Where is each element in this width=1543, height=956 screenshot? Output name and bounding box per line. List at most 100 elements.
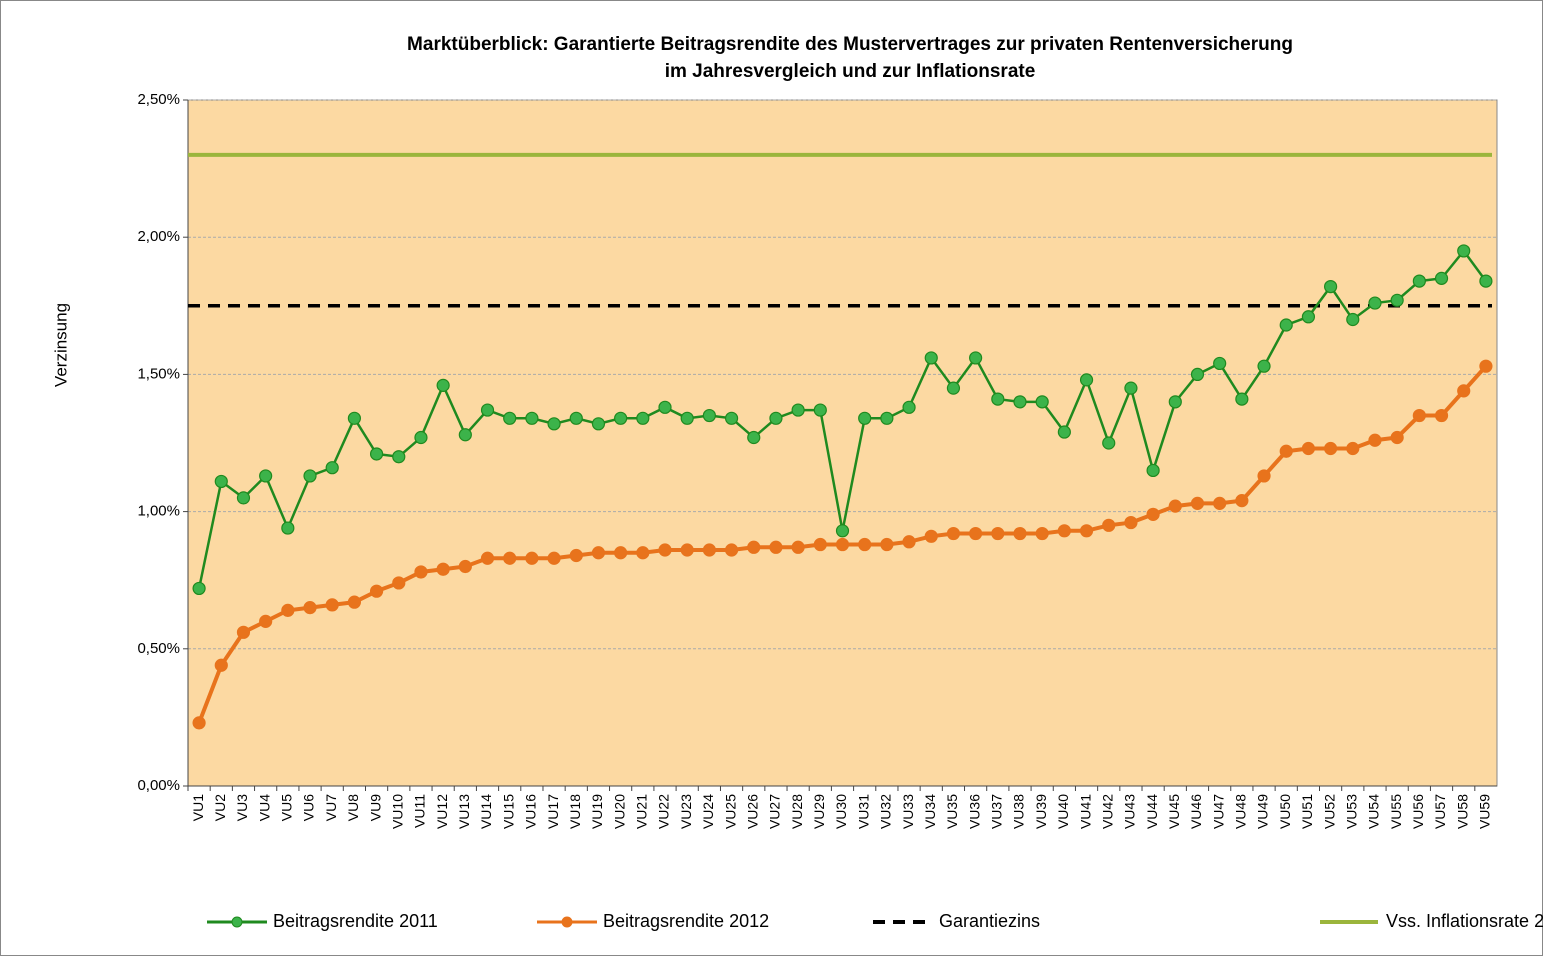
data-point xyxy=(458,428,472,442)
x-tick-label: VU39 xyxy=(1033,794,1049,829)
x-tick-label: VU9 xyxy=(367,794,383,821)
data-point xyxy=(791,540,805,554)
data-point xyxy=(1324,441,1338,456)
data-point xyxy=(835,524,850,538)
data-point xyxy=(747,430,761,445)
x-tick-label: VU17 xyxy=(545,794,561,829)
x-tick-label: VU53 xyxy=(1343,794,1359,829)
data-point xyxy=(1412,274,1426,288)
x-tick-label: VU59 xyxy=(1477,794,1493,829)
data-point xyxy=(392,450,406,464)
x-tick-label: VU10 xyxy=(389,794,405,829)
x-tick-label: VU2 xyxy=(212,794,228,821)
data-point xyxy=(1146,463,1160,478)
data-point xyxy=(1368,433,1382,447)
data-point xyxy=(1457,244,1471,258)
x-tick-label: VU34 xyxy=(922,794,938,829)
x-tick-label: VU25 xyxy=(722,794,738,829)
data-point xyxy=(547,417,561,431)
data-point xyxy=(214,658,228,672)
x-tick-label: VU28 xyxy=(789,794,805,829)
data-point xyxy=(414,565,428,579)
x-tick-label: VU18 xyxy=(567,794,583,829)
data-point xyxy=(547,551,561,565)
data-point xyxy=(813,537,827,552)
x-tick-label: VU36 xyxy=(966,794,982,829)
x-tick-label: VU7 xyxy=(323,794,339,821)
x-tick-label: VU29 xyxy=(811,794,827,829)
data-point xyxy=(858,411,872,425)
x-tick-label: VU19 xyxy=(589,794,605,829)
x-tick-label: VU16 xyxy=(523,794,539,829)
data-point xyxy=(769,540,783,554)
legend-marker xyxy=(231,916,243,928)
x-tick-label: VU57 xyxy=(1432,794,1448,829)
data-point xyxy=(259,469,273,483)
y-axis-label: Verzinsung xyxy=(51,303,70,387)
data-point xyxy=(658,543,672,557)
data-point xyxy=(1434,271,1449,285)
data-point xyxy=(1434,408,1449,423)
x-tick-label: VU58 xyxy=(1454,794,1470,829)
x-tick-label: VU35 xyxy=(944,794,960,829)
data-point xyxy=(769,411,783,425)
x-tick-label: VU8 xyxy=(345,794,361,821)
data-point xyxy=(1013,395,1027,409)
x-tick-label: VU52 xyxy=(1321,794,1337,829)
data-point xyxy=(1057,524,1071,538)
data-point xyxy=(1013,526,1027,541)
legend-label: Garantiezins xyxy=(939,911,1040,931)
data-point xyxy=(813,403,827,417)
data-point xyxy=(1235,392,1249,406)
x-tick-label: VU11 xyxy=(412,794,428,828)
data-point xyxy=(436,562,450,576)
x-tick-label: VU1 xyxy=(190,794,206,821)
data-point xyxy=(858,537,872,552)
data-point xyxy=(791,403,805,417)
x-tick-label: VU3 xyxy=(234,794,250,821)
x-tick-label: VU32 xyxy=(878,794,894,829)
data-point xyxy=(569,548,583,563)
data-point xyxy=(503,551,517,565)
data-point xyxy=(1057,425,1071,439)
data-point xyxy=(1168,395,1182,409)
chart-title: im Jahresvergleich und zur Inflationsrat… xyxy=(665,61,1036,82)
data-point xyxy=(636,411,650,425)
data-point xyxy=(1257,469,1271,483)
y-tick-label: 0,00% xyxy=(137,777,180,794)
data-point xyxy=(1213,496,1227,510)
data-point xyxy=(1412,408,1426,423)
data-point xyxy=(702,408,716,423)
x-tick-label: VU51 xyxy=(1299,794,1315,829)
data-point xyxy=(569,411,583,425)
data-point xyxy=(946,381,961,395)
data-point xyxy=(480,551,495,565)
data-point xyxy=(369,584,384,598)
data-point xyxy=(680,543,694,557)
data-point xyxy=(991,526,1005,541)
data-point xyxy=(1301,441,1316,456)
data-point xyxy=(503,411,517,425)
data-point xyxy=(946,526,961,541)
y-tick-label: 2,50% xyxy=(137,91,180,108)
x-tick-label: VU46 xyxy=(1188,794,1204,829)
x-tick-label: VU44 xyxy=(1144,794,1160,829)
data-point xyxy=(1035,526,1049,541)
data-point xyxy=(458,559,472,574)
data-point xyxy=(1390,293,1404,307)
legend-label: Beitragsrendite 2012 xyxy=(603,911,769,931)
x-tick-label: VU45 xyxy=(1166,794,1182,829)
data-point xyxy=(192,716,206,730)
x-tick-label: VU13 xyxy=(456,794,472,829)
x-tick-label: VU21 xyxy=(634,794,650,829)
data-point xyxy=(1102,436,1116,450)
data-point xyxy=(969,526,983,541)
data-point xyxy=(236,491,251,505)
data-point xyxy=(1124,515,1138,530)
data-point xyxy=(436,378,450,392)
data-point xyxy=(1346,441,1360,456)
data-point xyxy=(1190,367,1205,381)
y-tick-label: 1,50% xyxy=(137,365,180,382)
x-tick-label: VU26 xyxy=(744,794,760,829)
